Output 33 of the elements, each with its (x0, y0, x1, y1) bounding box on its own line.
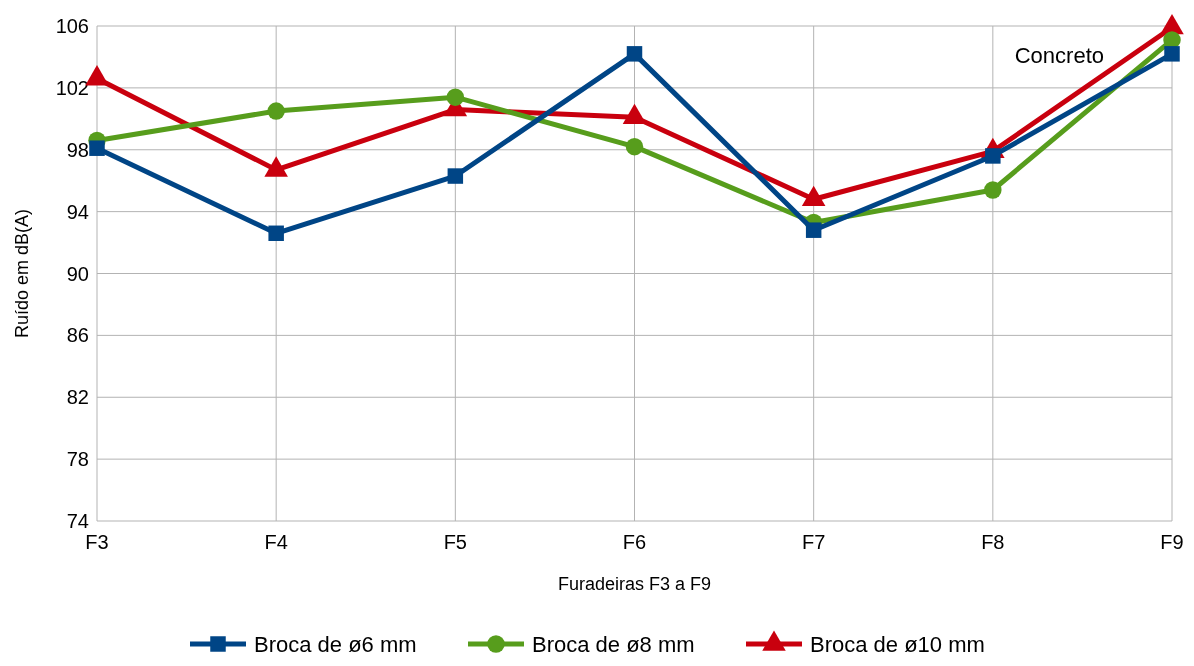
x-tick-label: F6 (622, 531, 647, 553)
x-tick-label: F9 (1160, 531, 1184, 553)
point (626, 46, 643, 62)
point (1164, 46, 1180, 62)
y-tick-label: 106 (55, 15, 89, 37)
point (267, 102, 285, 120)
annotation: Concreto (1014, 43, 1104, 68)
x-tick-label: F8 (981, 531, 1005, 553)
point (805, 222, 822, 238)
legend-label: Broca de ø8 mm (532, 631, 695, 657)
y-tick-label: 74 (66, 510, 89, 532)
point (985, 148, 1001, 164)
y-tick-label: 90 (66, 262, 89, 285)
y-tick-label: 86 (66, 324, 89, 347)
x-tick-label: F7 (801, 531, 826, 553)
x-axis-title: Furadeiras F3 a F9 (557, 574, 712, 594)
y-tick-label: 82 (66, 386, 89, 409)
point (984, 181, 1002, 199)
y-tick-label: 78 (66, 448, 89, 471)
point (89, 140, 105, 156)
point (625, 137, 644, 156)
y-tick-label: 94 (66, 200, 89, 223)
x-tick-label: F5 (443, 531, 468, 553)
legend-label: Broca de ø10 mm (810, 631, 985, 657)
legend-label: Broca de ø6 mm (254, 631, 417, 657)
point (447, 168, 464, 184)
x-tick-label: F4 (264, 531, 288, 553)
point (446, 88, 465, 106)
y-tick-label: 98 (66, 138, 89, 161)
x-tick-label: F3 (85, 531, 109, 553)
y-axis-title: Ruído em dB(A) (12, 208, 32, 339)
point (268, 225, 284, 242)
y-tick-label: 102 (55, 76, 89, 99)
